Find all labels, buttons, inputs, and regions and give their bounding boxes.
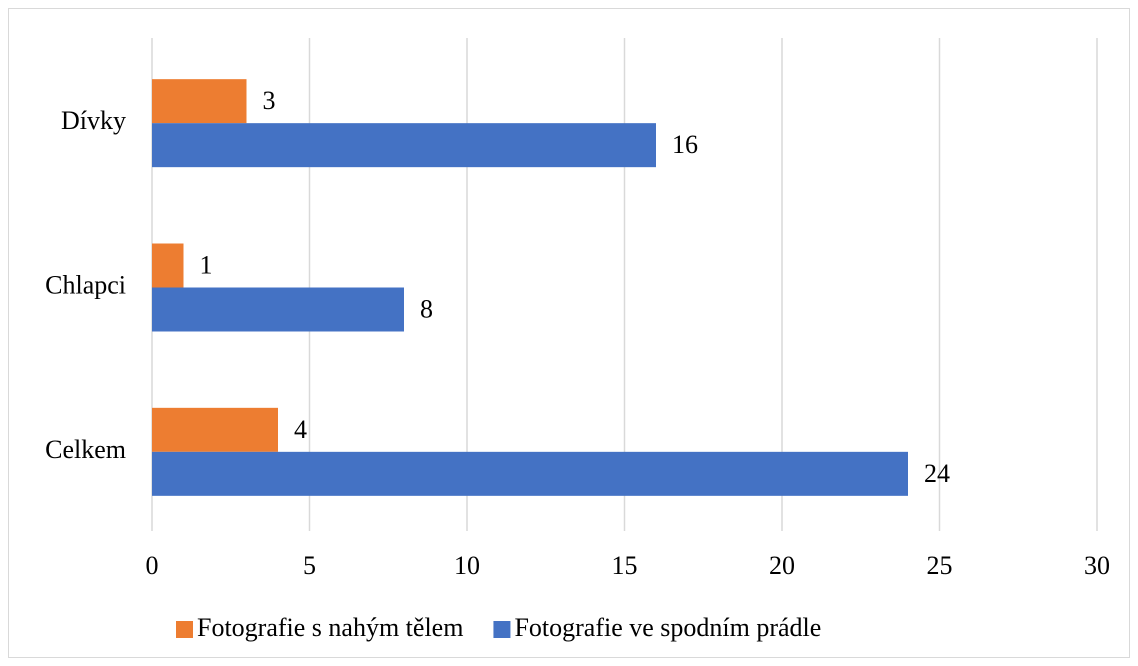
data-label: 16 [672,130,698,159]
y-tick-label: Celkem [45,435,126,464]
x-tick-label: 10 [454,551,480,580]
legend-swatch [176,621,193,638]
bar [152,407,278,452]
bar [152,287,404,332]
legend-label: Fotografie s nahým tělem [197,613,463,642]
y-tick-label: Chlapci [45,270,126,299]
x-tick-label: 25 [927,551,953,580]
data-label: 24 [924,459,950,488]
legend-swatch [493,621,511,638]
x-tick-label: 30 [1084,551,1110,580]
data-label: 8 [420,294,433,323]
bar [152,79,247,124]
data-label: 4 [294,415,307,444]
data-label: 3 [263,86,276,115]
x-tick-label: 5 [303,551,316,580]
bar [152,451,908,496]
y-tick-label: Dívky [61,106,126,135]
x-tick-label: 20 [769,551,795,580]
bar [152,123,656,168]
x-tick-label: 15 [612,551,638,580]
x-tick-label: 0 [146,551,159,580]
legend-label: Fotografie ve spodním prádle [514,613,821,642]
data-label: 1 [200,250,213,279]
bar [152,243,184,288]
